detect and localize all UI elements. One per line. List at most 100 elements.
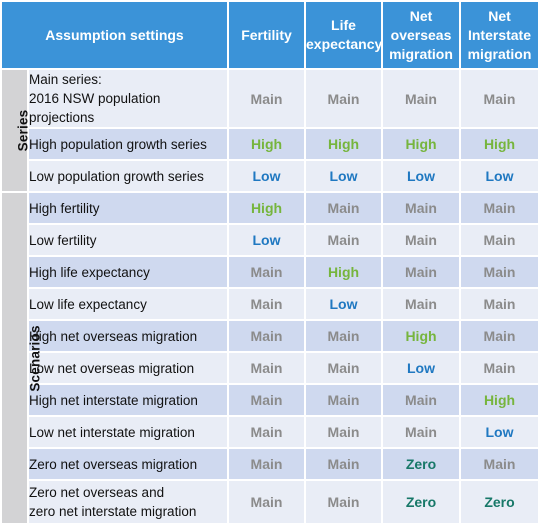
row-label: High net interstate migration [29,392,198,408]
setting-value: Main [405,392,437,408]
value-cell: Main [381,191,461,225]
row-label-cell: Zero net overseas and zero net interstate… [27,479,229,525]
setting-value: Main [327,232,360,248]
header-label-line: migration [467,45,532,62]
table-row: Scenarios High fertility High Main Main Main [0,191,538,525]
row-label: Low life expectancy [29,296,147,312]
value-cell: Low [459,159,538,193]
value-cell: High [304,127,383,161]
setting-value: Main [483,360,516,376]
row-label-cell: High net interstate migration [27,383,229,417]
value-cell: Main [381,383,461,417]
table-row: Low net interstate migration Main Main Main… [1,415,538,449]
group-label: Scenarios [27,324,43,392]
value-cell: Zero [459,479,538,525]
setting-value: Main [483,296,516,312]
value-cell: Main [304,68,383,129]
setting-value: Low [329,296,358,312]
header-fertility: Fertility [227,0,306,70]
row-label-cell: High fertility [27,191,229,225]
setting-value: Main [250,296,283,312]
value-cell: Main [227,319,306,353]
setting-value: Main [327,328,360,344]
value-cell: Low [304,287,383,321]
value-cell: Main [381,287,461,321]
header-assumption-label: Assumption settings [45,26,184,43]
value-cell: Low [381,351,461,385]
value-cell: Main [304,191,383,225]
value-cell: Main [227,479,306,525]
value-cell: Main [227,287,306,321]
setting-value: Main [483,232,516,248]
value-cell: Low [227,223,306,257]
table-row: High life expectancy Main High Main Main [1,255,538,289]
value-cell: Main [459,319,538,353]
value-cell: High [459,383,538,417]
header-label-line: Net [488,7,511,24]
setting-value: Main [250,328,283,344]
setting-value: Main [327,90,360,107]
setting-value: High [405,328,437,344]
value-cell: Main [304,351,383,385]
setting-value: Main [250,494,283,510]
value-cell: Main [227,351,306,385]
setting-value: Low [329,168,358,184]
value-cell: Main [304,479,383,525]
value-cell: Main [304,415,383,449]
header-life-expectancy: Life expectancy [304,0,383,70]
row-label: 2016 NSW population projections [29,91,161,125]
row-label-cell: Low life expectancy [27,287,229,321]
setting-value: Main [250,456,283,472]
header-row: Assumption settings Fertility Life expect… [0,0,538,70]
header-label-line: Life [331,17,356,33]
setting-value: Main [405,90,437,107]
setting-value: High [250,136,283,152]
value-cell: Main [227,255,306,289]
value-cell: Low [381,159,461,193]
value-cell: Main [227,383,306,417]
group-label: Series [15,109,31,152]
setting-value: Main [405,200,437,216]
setting-value: Main [250,424,283,440]
value-cell: Main [304,447,383,481]
value-cell: Low [304,159,383,193]
setting-value: Low [485,168,514,184]
table-body: Series Main series: 2016 NSW population pr… [0,68,538,525]
table-row: Low fertility Low Main Main Main [1,223,538,257]
row-label-cell: Low population growth series [27,159,229,193]
row-label: High fertility [29,200,100,216]
setting-value: Main [250,360,283,376]
value-cell: High [381,127,461,161]
value-cell: Main [304,383,383,417]
value-cell: Main [381,68,461,129]
setting-value: High [483,136,516,152]
header-label-line: migration [389,45,453,62]
table-row: High population growth series High High Hig… [1,127,538,161]
value-cell: High [459,127,538,161]
header-label-line: Fertility [241,26,292,43]
value-cell: Main [227,447,306,481]
setting-value: Main [327,456,360,472]
header-label-line: Interstate [467,26,532,43]
row-label: Low net interstate migration [29,424,195,440]
setting-value: Main [250,264,283,280]
value-cell: Main [459,223,538,257]
setting-value: Main [250,90,283,107]
table-row: Low life expectancy Main Low Main Main [1,287,538,321]
row-label-cell: High population growth series [27,127,229,161]
value-cell: Main [227,415,306,449]
value-cell: Zero [381,479,461,525]
setting-value: Main [483,328,516,344]
row-label: High life expectancy [29,264,150,280]
row-label: Zero net overseas migration [29,456,198,472]
value-cell: Main [304,223,383,257]
row-label-cell: Main series: 2016 NSW population projecti… [27,68,229,129]
header-label-line: expectancy [306,36,383,52]
table-row: High net overseas migration Main Main High M… [1,319,538,353]
value-cell: Main [381,223,461,257]
setting-value: Low [407,168,435,184]
setting-value: High [327,264,360,280]
header-net-interstate-migration: Net Interstate migration [459,0,538,70]
